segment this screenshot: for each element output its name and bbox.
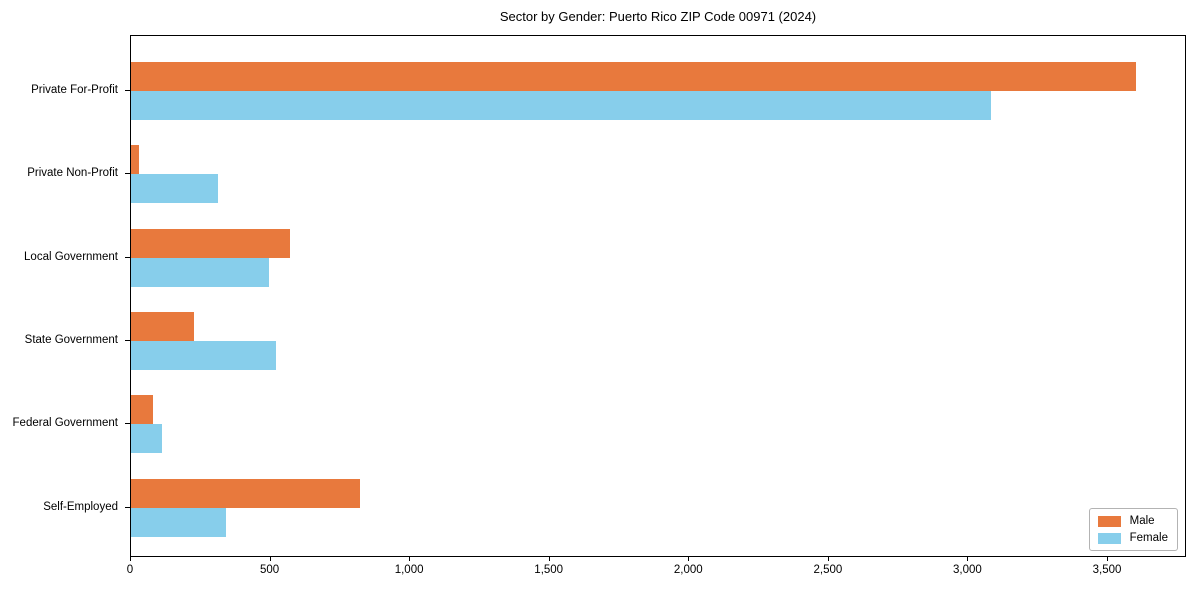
x-tick-mark: [269, 557, 271, 561]
x-tick-label: 2,500: [813, 564, 843, 576]
bar-male-private-for-profit: [131, 62, 1136, 91]
legend-label-female: Female: [1129, 532, 1168, 544]
y-tick-mark: [125, 90, 130, 91]
bar-female-self-employed: [131, 507, 226, 537]
chart-title: Sector by Gender: Puerto Rico ZIP Code 0…: [499, 9, 817, 24]
plot-area: Male Female: [130, 35, 1186, 557]
legend-swatch-male: [1097, 515, 1121, 527]
x-tick-label: 3,000: [953, 564, 982, 576]
y-tick-label-private-for-profit: Private For-Profit: [31, 84, 118, 96]
x-tick-mark: [827, 557, 829, 561]
y-tick-mark: [125, 173, 130, 175]
legend: Male Female: [1088, 508, 1178, 551]
x-tick-label: 3,500: [1092, 564, 1122, 576]
y-tick-label-federal-government: Federal Government: [12, 417, 118, 430]
y-tick-label-local-government: Local Government: [24, 250, 118, 263]
x-tick-label: 1,000: [394, 564, 424, 576]
x-tick-label: 1,500: [534, 564, 564, 576]
legend-swatch-female: [1097, 532, 1121, 544]
y-tick-label-state-government: State Government: [24, 334, 118, 347]
bar-female-private-for-profit: [131, 91, 991, 120]
y-tick-mark: [125, 423, 130, 425]
bar-female-private-non-profit: [131, 174, 218, 204]
legend-label-male: Male: [1129, 515, 1155, 527]
x-tick-mark: [967, 557, 969, 561]
bar-male-local-government: [131, 228, 291, 258]
y-tick-label-self-employed: Self-Employed: [43, 500, 118, 513]
x-tick-label: 2,000: [673, 564, 703, 576]
y-tick-mark: [125, 340, 130, 342]
x-tick-mark: [688, 557, 690, 561]
bar-female-local-government: [131, 257, 270, 287]
legend-entry-female: Female: [1097, 532, 1168, 544]
y-tick-label-private-non-profit: Private Non-Profit: [27, 167, 118, 180]
bar-female-state-government: [131, 341, 277, 371]
y-tick-mark: [125, 506, 130, 508]
x-tick-mark: [409, 557, 411, 561]
bar-female-federal-government: [131, 424, 162, 454]
x-tick-mark: [548, 557, 550, 561]
x-tick-mark: [1107, 557, 1108, 561]
x-tick-label: 500: [260, 564, 280, 576]
y-tick-mark: [125, 256, 130, 258]
x-tick-label: 0: [126, 564, 134, 576]
x-tick-mark: [130, 557, 131, 561]
bar-male-self-employed: [131, 478, 360, 508]
legend-entry-male: Male: [1097, 515, 1168, 527]
bar-male-federal-government: [131, 395, 154, 425]
bar-male-state-government: [131, 312, 194, 342]
bar-male-private-non-profit: [131, 145, 139, 175]
